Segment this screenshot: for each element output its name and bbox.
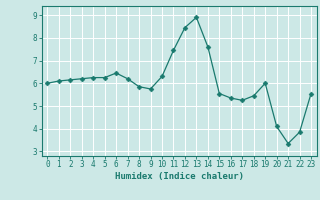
X-axis label: Humidex (Indice chaleur): Humidex (Indice chaleur) xyxy=(115,172,244,181)
